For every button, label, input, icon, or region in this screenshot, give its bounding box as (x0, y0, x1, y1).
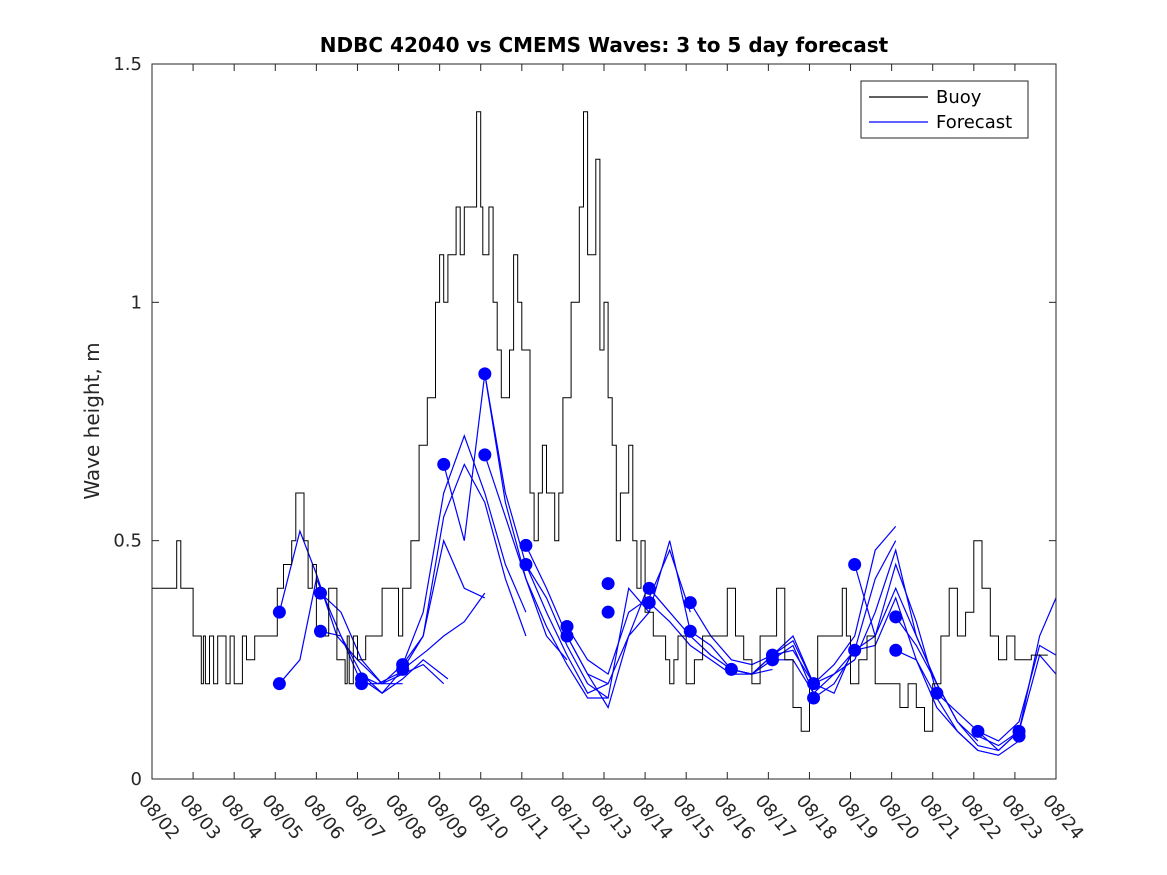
forecast-series-line (484, 373, 609, 694)
y-tick-label: 0.5 (113, 531, 142, 552)
forecast-marker (437, 457, 451, 471)
forecast-series-line (361, 592, 486, 695)
plot-area (152, 64, 1056, 779)
forecast-marker (519, 538, 533, 552)
y-tick-label: 0 (131, 769, 142, 790)
forecast-marker (272, 677, 286, 691)
forecast-series-line (977, 644, 1057, 742)
forecast-marker (807, 691, 821, 705)
forecast-marker (313, 624, 327, 638)
legend-buoy-label: Buoy (936, 87, 982, 108)
forecast-marker (601, 577, 615, 591)
forecast-series-line (895, 649, 1020, 756)
forecast-marker (971, 724, 985, 738)
forecast-marker (683, 624, 697, 638)
forecast-series-line (772, 526, 897, 685)
forecast-marker (642, 581, 656, 595)
forecast-marker (313, 586, 327, 600)
series-layer (152, 111, 1057, 756)
forecast-marker (642, 596, 656, 610)
forecast-marker (765, 653, 779, 667)
forecast-marker (807, 677, 821, 691)
forecast-marker (889, 643, 903, 657)
forecast-marker (560, 619, 574, 633)
forecast-marker (930, 686, 944, 700)
forecast-marker (848, 558, 862, 571)
forecast-marker (478, 448, 492, 462)
forecast-series-line (484, 454, 609, 699)
y-axis: 0 0.5 1 1.5 (113, 54, 1056, 790)
forecast-series-line (525, 564, 650, 700)
forecast-series-line (566, 548, 691, 676)
forecast-marker (519, 558, 533, 571)
forecast-series-line (402, 462, 527, 670)
forecast-marker (355, 677, 369, 691)
buoy-series-line (152, 111, 1048, 732)
legend-box (860, 80, 1029, 139)
y-tick-label: 1 (131, 292, 142, 313)
y-axis-label: Wave height, m (80, 342, 104, 499)
marker-layer (272, 367, 1026, 743)
chart-title: NDBC 42040 vs CMEMS Waves: 3 to 5 day fo… (320, 33, 889, 57)
forecast-series-line (443, 373, 568, 661)
forecast-series-line (566, 540, 691, 685)
forecast-marker (848, 643, 862, 657)
forecast-series-line (402, 434, 527, 665)
legend-forecast-label: Forecast (936, 112, 1012, 133)
legend: Buoy Forecast (860, 80, 1029, 139)
forecast-marker (889, 610, 903, 624)
forecast-marker (560, 629, 574, 643)
forecast-series-line (936, 597, 1057, 752)
forecast-marker (683, 596, 697, 610)
forecast-marker (272, 605, 286, 619)
forecast-marker (396, 662, 410, 676)
forecast-marker (724, 662, 738, 676)
forecast-marker (601, 605, 615, 619)
forecast-marker (478, 367, 492, 381)
y-tick-label: 1.5 (113, 54, 142, 75)
forecast-marker (1012, 729, 1026, 743)
